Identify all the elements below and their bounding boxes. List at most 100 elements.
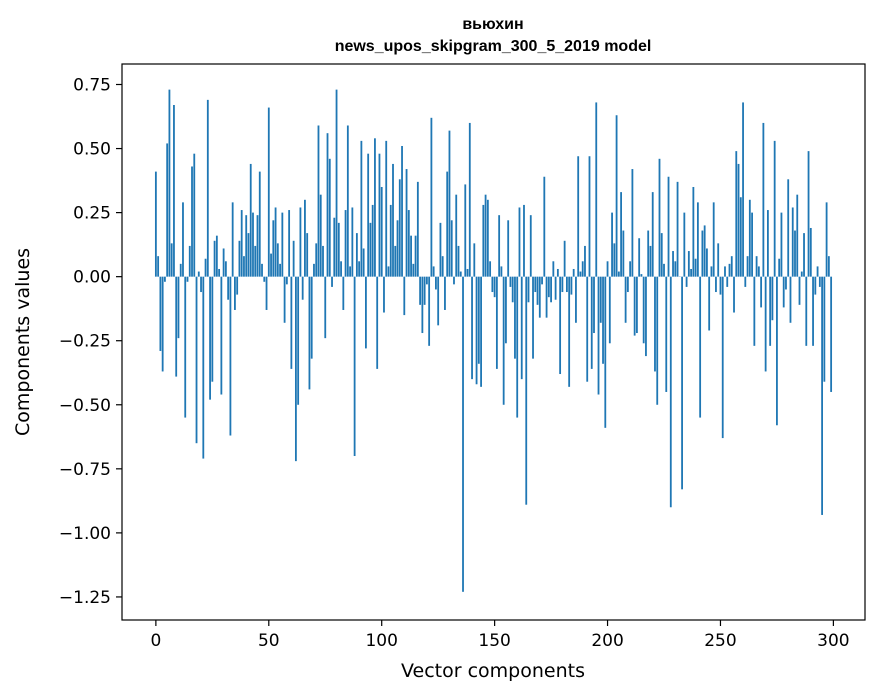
- bar-153: [500, 266, 503, 277]
- bar-227: [667, 176, 670, 277]
- bar-43: [252, 212, 254, 277]
- bar-19: [197, 271, 200, 277]
- bar-198: [602, 276, 604, 364]
- bar-224: [660, 233, 663, 277]
- x-axis: 0 50 100 150 200 250 300: [150, 620, 850, 651]
- bar-123: [432, 266, 435, 277]
- y-tick-label: −1.25: [59, 588, 111, 608]
- bar-267: [757, 266, 760, 277]
- bar-5: [166, 143, 169, 277]
- bar-76: [326, 133, 329, 277]
- bar-294: [818, 276, 821, 287]
- bar-276: [778, 258, 781, 277]
- bar-26: [213, 240, 216, 277]
- bar-47: [261, 263, 263, 277]
- bar-299: [830, 276, 833, 392]
- bar-255: [730, 256, 733, 277]
- bar-166: [529, 215, 532, 277]
- bar-61: [292, 240, 295, 277]
- bar-282: [791, 207, 794, 277]
- bar-2: [159, 276, 162, 351]
- bar-55: [279, 263, 281, 277]
- bar-243: [703, 225, 706, 277]
- bar-142: [475, 276, 478, 385]
- bar-109: [401, 145, 403, 277]
- x-tick-label: 50: [258, 631, 280, 651]
- bar-33: [229, 276, 232, 436]
- bar-60: [290, 276, 293, 369]
- bar-266: [755, 256, 758, 277]
- bar-126: [439, 222, 442, 277]
- bar-150: [493, 276, 496, 298]
- bar-21: [202, 276, 205, 459]
- bar-225: [663, 263, 665, 277]
- bar-136: [462, 276, 464, 592]
- bar-45: [256, 215, 259, 277]
- bar-215: [640, 274, 643, 277]
- bar-270: [764, 276, 767, 372]
- bar-274: [773, 140, 776, 277]
- bar-188: [579, 271, 582, 277]
- bar-205: [617, 271, 620, 277]
- bar-272: [769, 276, 772, 346]
- bar-129: [446, 171, 449, 277]
- bar-163: [523, 204, 525, 277]
- bar-222: [656, 276, 659, 405]
- bar-110: [403, 276, 406, 316]
- bar-291: [812, 276, 814, 346]
- bar-191: [586, 276, 589, 382]
- bar-62: [294, 276, 297, 462]
- bar-275: [776, 276, 778, 426]
- bar-279: [785, 276, 787, 290]
- bar-152: [498, 215, 501, 277]
- bar-283: [794, 230, 796, 277]
- bar-280: [787, 179, 790, 277]
- bar-214: [638, 238, 641, 277]
- bar-78: [331, 276, 333, 287]
- bar-105: [392, 163, 394, 277]
- bar-165: [527, 276, 530, 303]
- bar-156: [507, 220, 510, 277]
- bar-144: [480, 276, 482, 387]
- bar-199: [604, 276, 607, 428]
- x-axis-label: Vector components: [401, 660, 585, 682]
- bar-281: [789, 276, 792, 323]
- bar-147: [486, 199, 489, 277]
- bar-17: [193, 153, 196, 277]
- chart-subtitle: news_upos_skipgram_300_5_2019 model: [335, 38, 652, 55]
- x-tick-label: 0: [150, 631, 161, 651]
- bar-249: [717, 243, 720, 277]
- bar-36: [236, 276, 239, 295]
- bar-34: [231, 202, 234, 277]
- bar-127: [441, 256, 444, 277]
- bar-190: [584, 245, 586, 277]
- bar-213: [636, 276, 638, 334]
- bar-39: [243, 256, 245, 277]
- bar-259: [739, 197, 742, 277]
- bar-114: [412, 263, 415, 277]
- bar-146: [484, 194, 487, 277]
- bar-90: [358, 261, 361, 277]
- bar-4: [164, 276, 166, 282]
- bar-89: [355, 233, 358, 277]
- bar-210: [629, 261, 632, 277]
- bar-170: [538, 276, 541, 318]
- bar-64: [299, 207, 302, 277]
- bar-37: [238, 240, 241, 277]
- bar-181: [563, 240, 566, 277]
- bar-149: [491, 276, 494, 293]
- bar-177: [554, 276, 557, 300]
- bar-107: [396, 220, 399, 277]
- bar-288: [805, 276, 808, 346]
- bar-92: [362, 248, 365, 277]
- bar-108: [398, 179, 401, 277]
- bar-22: [204, 258, 207, 277]
- bar-0: [154, 171, 157, 277]
- bar-75: [324, 276, 327, 339]
- bar-84: [344, 210, 347, 277]
- bar-271: [766, 210, 769, 277]
- y-tick-label: −0.50: [59, 396, 111, 416]
- bar-236: [687, 251, 690, 277]
- x-tick-label: 150: [478, 631, 510, 651]
